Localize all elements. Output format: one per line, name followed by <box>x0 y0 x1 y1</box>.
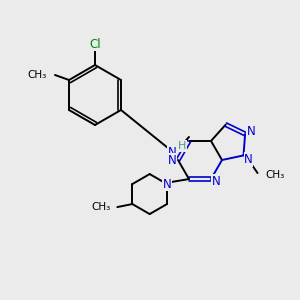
Text: CH₃: CH₃ <box>266 170 285 180</box>
Text: Cl: Cl <box>89 38 101 50</box>
Text: N: N <box>168 154 176 166</box>
Text: N: N <box>247 125 256 139</box>
Text: CH₃: CH₃ <box>28 70 47 80</box>
Text: CH₃: CH₃ <box>91 202 110 212</box>
Text: N: N <box>244 153 253 166</box>
Text: H: H <box>178 141 186 151</box>
Text: N: N <box>163 178 171 190</box>
Text: N: N <box>212 175 220 188</box>
Text: N: N <box>168 146 176 158</box>
